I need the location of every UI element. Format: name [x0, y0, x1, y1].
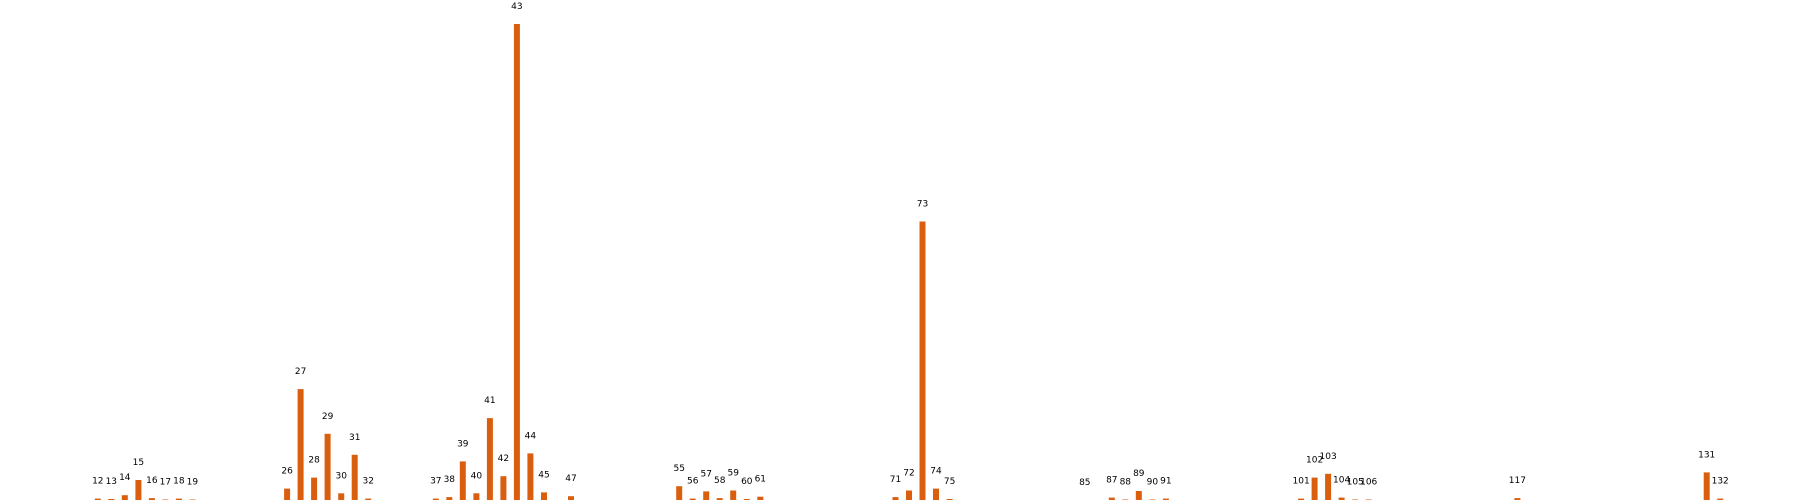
bar-29: [324, 433, 331, 500]
bar-39: [459, 461, 466, 500]
bar-label-102: 102: [1306, 456, 1323, 466]
bar-label-15: 15: [133, 458, 144, 468]
bar-58: [716, 498, 723, 500]
bar-40: [473, 493, 480, 500]
bar-47: [568, 496, 574, 500]
bar-44: [527, 453, 534, 500]
bar-61: [757, 496, 764, 500]
bar-label-103: 103: [1320, 452, 1337, 462]
bar-55: [676, 486, 683, 500]
bar-label-57: 57: [700, 469, 711, 479]
bar-132: [1717, 498, 1724, 500]
bar-label-13: 13: [106, 477, 117, 487]
bar-label-73: 73: [917, 200, 928, 210]
bar-label-60: 60: [741, 477, 753, 487]
bar-37: [432, 498, 439, 500]
bar-87: [1108, 497, 1115, 500]
bar-label-85: 85: [1079, 478, 1090, 488]
bar-91: [1162, 498, 1169, 500]
bar-104: [1338, 497, 1345, 500]
bar-label-12: 12: [92, 477, 103, 487]
bar-72: [906, 490, 912, 500]
bar-74: [933, 488, 939, 500]
bar-16: [148, 498, 155, 500]
bar-label-37: 37: [430, 477, 441, 487]
bar-41: [486, 418, 493, 500]
bar-label-43: 43: [511, 2, 522, 12]
bar-117: [1514, 498, 1521, 500]
bar-45: [541, 492, 547, 500]
bar-label-101: 101: [1293, 477, 1310, 487]
bar-label-31: 31: [349, 433, 360, 443]
bar-label-90: 90: [1147, 478, 1159, 488]
bars-layer: [94, 24, 1724, 500]
bar-label-45: 45: [538, 470, 549, 480]
bar-label-19: 19: [187, 478, 199, 488]
bar-label-40: 40: [471, 471, 483, 481]
bar-89: [1135, 491, 1142, 500]
bar-label-105: 105: [1347, 478, 1364, 488]
bar-56: [689, 498, 696, 500]
bar-71: [892, 497, 899, 500]
bar-label-87: 87: [1106, 476, 1117, 486]
bar-label-72: 72: [903, 469, 914, 479]
bar-label-55: 55: [673, 464, 684, 474]
bar-14: [121, 495, 128, 500]
bar-59: [730, 490, 737, 500]
bar-label-32: 32: [362, 477, 373, 487]
bar-label-38: 38: [444, 475, 456, 485]
bar-57: [703, 491, 710, 500]
bar-label-59: 59: [727, 469, 739, 479]
bar-label-117: 117: [1509, 476, 1526, 486]
bar-label-18: 18: [173, 477, 185, 487]
bar-43: [513, 24, 520, 500]
bar-102: [1311, 477, 1318, 500]
bar-label-88: 88: [1120, 478, 1132, 488]
bar-label-91: 91: [1160, 477, 1171, 487]
bar-label-27: 27: [295, 367, 306, 377]
bar-label-39: 39: [457, 439, 469, 449]
bar-label-42: 42: [498, 454, 509, 464]
bar-101: [1298, 498, 1305, 500]
bar-label-132: 132: [1712, 477, 1729, 487]
bar-38: [446, 497, 453, 500]
bar-label-16: 16: [146, 476, 158, 486]
bar-27: [297, 389, 304, 500]
bar-18: [175, 498, 182, 500]
bar-26: [284, 488, 291, 500]
bar-12: [94, 498, 101, 500]
bar-103: [1325, 473, 1332, 500]
bar-label-17: 17: [160, 478, 171, 488]
bar-label-89: 89: [1133, 469, 1145, 479]
bar-42: [500, 476, 507, 500]
bar-label-75: 75: [944, 477, 955, 487]
bar-30: [338, 493, 345, 500]
bar-label-56: 56: [687, 477, 699, 487]
bar-73: [919, 221, 926, 500]
bar-32: [365, 498, 372, 500]
bar-label-47: 47: [565, 474, 576, 484]
bar-label-26: 26: [281, 467, 293, 477]
bar-label-58: 58: [714, 476, 726, 486]
bar-28: [311, 477, 318, 500]
bar-label-29: 29: [322, 412, 334, 422]
bar-label-14: 14: [119, 473, 131, 483]
bar-label-28: 28: [308, 456, 320, 466]
bar-label-41: 41: [484, 396, 495, 406]
bar-label-44: 44: [525, 431, 537, 441]
bar-label-74: 74: [930, 467, 942, 477]
bar-label-61: 61: [755, 475, 766, 485]
bar-31: [351, 454, 358, 500]
bar-label-71: 71: [890, 475, 901, 485]
bar-label-30: 30: [335, 471, 347, 481]
bar-15: [135, 480, 142, 500]
bar-131: [1703, 472, 1710, 500]
bar-label-131: 131: [1698, 450, 1715, 460]
bar-label-104: 104: [1333, 476, 1350, 486]
bar-label-106: 106: [1360, 478, 1377, 488]
